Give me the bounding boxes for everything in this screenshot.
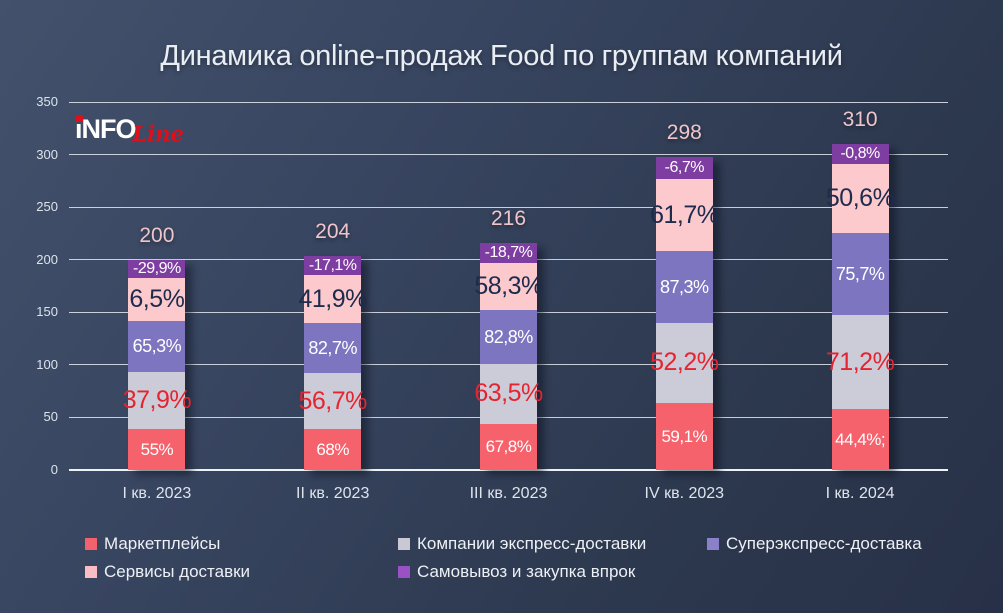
logo-text-main: iNFO [75,114,136,144]
segment-growth-label: 68% [316,439,349,459]
bar-segment: 63,5% [474,363,543,424]
gridline-350 [69,101,948,103]
bar-segment: 44,4%; [831,409,889,470]
bar-total-label: 298 [666,120,702,144]
x-axis-category-label: II кв. 2023 [296,485,370,502]
gridline-300 [69,154,948,156]
bar-total-label: 204 [315,219,351,243]
y-axis-tick-label: 200 [36,251,58,267]
segment-growth-label: 59,1% [661,426,708,446]
bar-segment: -18,7% [480,242,537,263]
y-axis-tick-label: 100 [36,356,58,372]
segment-growth-label: -29,9% [133,259,181,277]
segment-growth-label: 63,5% [474,379,543,408]
bar-segment: 55% [128,428,186,470]
bar-segment: 61,7% [650,178,719,252]
y-axis-tick-label: 150 [36,304,58,320]
bar-segment: 58,3% [474,262,543,311]
legend-item: Компании экспресс-доставки [398,534,646,554]
segment-growth-label: -6,7% [664,158,705,176]
segment-growth-label: 6,5% [129,284,185,313]
segment-growth-label: 56,7% [298,386,368,415]
bar-total-label: 310 [842,108,878,132]
segment-growth-label: 61,7% [650,200,719,229]
bar-segment: 37,9% [123,372,192,429]
legend-swatch [398,538,410,550]
chart-title: Динамика online-продаж Food по группам к… [160,40,843,72]
legend-item: Сервисы доставки [85,562,250,582]
bar-segment: 59,1% [655,402,713,470]
bar-segment: 68% [304,428,362,470]
segment-growth-label: 71,2% [825,347,895,376]
legend-swatch [398,566,410,578]
segment-growth-label: 52,2% [650,348,719,377]
legend-label: Маркетплейсы [104,534,221,553]
segment-growth-label: 44,4%; [835,430,886,449]
segment-growth-label: 50,6% [825,184,895,213]
legend-item: Самовывоз и закупка впрок [398,562,635,582]
bar-total-label: 200 [139,223,175,247]
segment-growth-label: 58,3% [474,272,543,301]
legend-label: Суперэкспресс-доставка [726,534,922,553]
bar-segment: -0,8% [831,144,889,165]
segment-growth-label: -18,7% [484,243,533,261]
bar-segment: 71,2% [826,315,895,410]
segment-growth-label: 82,8% [484,326,533,347]
bar-segment: 75,7% [831,233,889,316]
bar-segment: 82,8% [480,310,537,364]
segment-growth-label: 87,3% [660,277,709,298]
bar-column: 67,8% 63,5% 82,8% 58,3% -18,7% [474,242,543,470]
bar-segment: 50,6% [826,164,895,234]
bar-segment: 56,7% [299,373,367,429]
segment-growth-label: 75,7% [835,264,885,285]
legend-label: Сервисы доставки [104,562,251,581]
segment-growth-label: 41,9% [298,284,368,313]
bar-segment: 65,3% [128,320,186,373]
bar-column: 59,1% 52,2% 87,3% 61,7% -6,7% [650,156,719,470]
gridline-250 [69,206,948,208]
bar-segment: 67,8% [480,423,537,470]
y-axis-tick-label: 300 [36,146,58,162]
y-axis-tick-label: 350 [36,94,58,109]
y-axis-tick-label: 250 [36,199,58,215]
gridline-0 [69,469,948,471]
segment-growth-label: 67,8% [485,437,532,457]
y-axis-tick-label: 0 [50,462,58,477]
bar-total-label: 216 [490,206,527,230]
segment-growth-label: 65,3% [132,336,182,357]
bar-segment: 6,5% [128,277,186,321]
segment-growth-label: -17,1% [308,256,357,274]
legend-swatch [85,566,97,578]
bar-column: 55% 37,9% 65,3% 6,5% -29,9% [123,259,192,470]
legend-label: Компании экспресс-доставки [417,534,647,553]
legend-swatch [85,538,97,550]
y-axis-tick-label: 50 [43,409,58,425]
segment-growth-label: -0,8% [840,145,880,163]
bar-column: 44,4%; 71,2% 75,7% 50,6% -0,8% [826,144,895,470]
bar-column: 68% 56,7% 82,7% 41,9% -17,1% [299,255,367,470]
bar-segment: 87,3% [655,251,713,323]
legend-item: Маркетплейсы [85,534,220,554]
segment-growth-label: 82,7% [308,338,357,359]
bar-segment: 52,2% [650,322,719,403]
bar-segment: -29,9% [128,259,186,278]
x-axis-category-label: III кв. 2023 [469,485,548,502]
bar-segment: -6,7% [655,156,713,179]
segment-growth-label: 37,9% [122,386,192,415]
x-axis-category-label: IV кв. 2023 [644,485,725,502]
x-axis-category-label: I кв. 2024 [825,485,895,502]
bar-segment: 82,7% [304,322,362,374]
legend-label: Самовывоз и закупка впрок [417,562,636,581]
legend-item: Суперэкспресс-доставка [707,534,922,554]
bar-segment: 41,9% [299,275,367,323]
legend-swatch [707,538,719,550]
infoline-logo: iNFOLine [75,114,184,146]
logo-text-script: Line [132,121,184,146]
x-axis-category-label: I кв. 2023 [122,485,192,502]
segment-growth-label: 55% [140,439,174,459]
bar-segment: -17,1% [304,255,362,276]
